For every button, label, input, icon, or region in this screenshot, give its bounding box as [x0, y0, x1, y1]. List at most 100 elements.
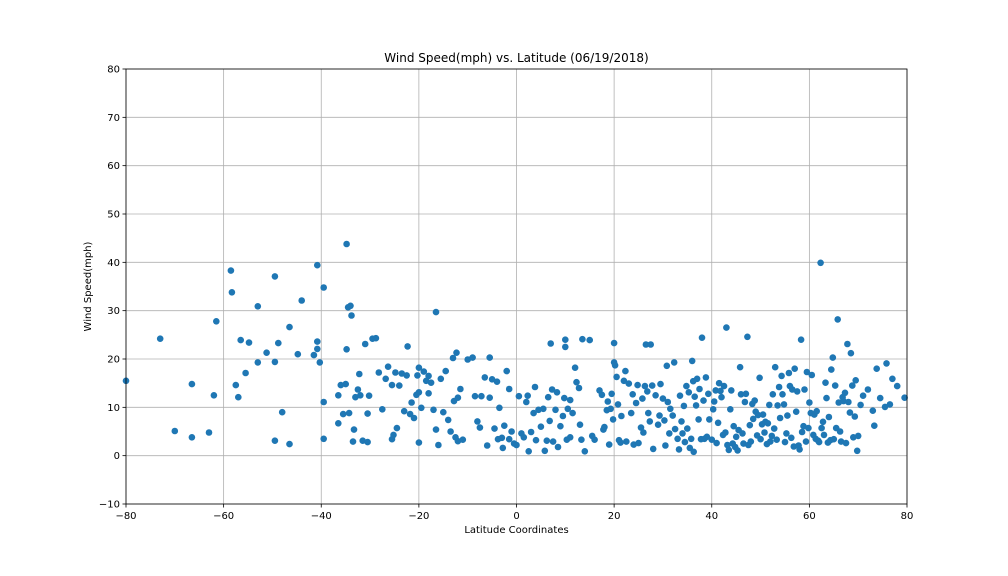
- data-point: [488, 376, 496, 383]
- data-point: [674, 435, 681, 443]
- data-point: [515, 392, 523, 400]
- data-point: [806, 399, 813, 406]
- data-point: [356, 370, 363, 378]
- data-point: [836, 428, 844, 435]
- data-point: [454, 394, 462, 402]
- data-point: [841, 389, 849, 397]
- data-point: [775, 383, 783, 391]
- data-point: [649, 445, 657, 453]
- data-point: [320, 284, 328, 291]
- data-point: [730, 422, 737, 430]
- data-point: [739, 430, 746, 437]
- data-point: [844, 340, 851, 348]
- data-point: [546, 417, 553, 425]
- data-point: [797, 336, 805, 344]
- data-point: [609, 416, 617, 423]
- data-point: [640, 429, 647, 436]
- data-point: [348, 312, 355, 319]
- data-point: [579, 335, 586, 343]
- data-point: [548, 386, 556, 393]
- data-point: [683, 382, 690, 390]
- data-point: [339, 410, 347, 418]
- data-point: [396, 382, 403, 389]
- data-point: [298, 297, 306, 304]
- data-point: [713, 439, 720, 447]
- data-point: [541, 447, 549, 455]
- data-point: [759, 411, 767, 418]
- data-point: [561, 394, 568, 402]
- data-point: [540, 405, 547, 413]
- data-point: [805, 424, 812, 432]
- data-point: [741, 398, 749, 406]
- data-point: [425, 390, 432, 397]
- data-point: [669, 412, 676, 419]
- data-point: [696, 385, 703, 393]
- data-point: [646, 418, 654, 425]
- data-point: [427, 379, 435, 387]
- data-point: [769, 391, 777, 398]
- data-point: [235, 393, 242, 401]
- x-tick-label: 80: [901, 511, 914, 522]
- data-point: [263, 349, 270, 357]
- data-point: [723, 324, 730, 331]
- data-point: [718, 393, 725, 401]
- data-point: [388, 381, 396, 389]
- data-point: [708, 436, 716, 444]
- data-point: [654, 421, 662, 429]
- data-point: [254, 359, 262, 366]
- data-point: [310, 351, 318, 359]
- data-point: [695, 416, 702, 423]
- data-point: [829, 354, 837, 361]
- data-point: [671, 425, 679, 433]
- data-point: [767, 438, 774, 445]
- data-point: [779, 391, 786, 398]
- data-point: [607, 405, 614, 413]
- data-point: [761, 429, 768, 436]
- data-point: [852, 377, 859, 384]
- data-points: [122, 240, 908, 456]
- data-point: [754, 411, 762, 419]
- data-point: [849, 382, 856, 389]
- data-point: [375, 369, 383, 376]
- data-point: [817, 259, 824, 267]
- data-point: [776, 414, 784, 422]
- data-point: [532, 436, 540, 444]
- data-point: [566, 434, 574, 441]
- data-point: [710, 398, 718, 405]
- data-point: [635, 439, 642, 447]
- data-point: [771, 363, 779, 371]
- data-point: [623, 438, 630, 445]
- data-point: [749, 415, 757, 423]
- data-point: [552, 406, 559, 414]
- data-point: [347, 302, 354, 310]
- data-point: [691, 393, 698, 401]
- data-point: [681, 438, 689, 446]
- data-point: [670, 359, 678, 366]
- data-point: [712, 387, 719, 394]
- data-point: [834, 316, 841, 323]
- y-tick-label: 10: [107, 403, 120, 414]
- data-point: [725, 446, 733, 454]
- data-point: [286, 323, 293, 331]
- data-point: [846, 409, 854, 416]
- data-point: [813, 407, 820, 415]
- data-point: [505, 435, 513, 443]
- data-point: [503, 367, 511, 375]
- data-point: [692, 402, 700, 409]
- data-point: [788, 434, 795, 442]
- data-point: [415, 364, 423, 372]
- data-point: [349, 438, 357, 445]
- data-point: [449, 354, 457, 362]
- data-point: [751, 397, 758, 404]
- data-point: [365, 392, 373, 400]
- data-point: [792, 408, 800, 416]
- data-point: [314, 338, 321, 345]
- x-tick-label: 20: [608, 511, 621, 522]
- data-point: [478, 392, 485, 400]
- data-point: [876, 394, 884, 402]
- data-point: [883, 360, 890, 367]
- y-tick-label: 70: [107, 113, 120, 124]
- data-point: [379, 406, 386, 413]
- data-point: [393, 424, 401, 432]
